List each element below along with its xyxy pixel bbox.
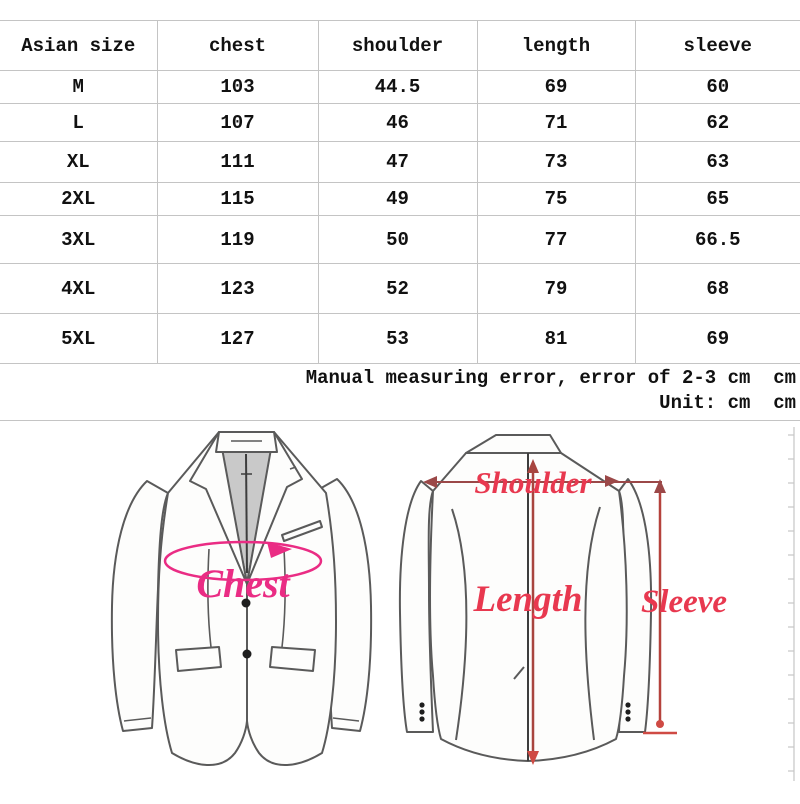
- shoulder-cell: 47: [317, 141, 478, 183]
- chest-cell: 111: [156, 141, 319, 183]
- header-cell-shoulder: shoulder: [317, 20, 478, 71]
- front-dart-left: [207, 548, 212, 648]
- back-left-sleeve: [398, 480, 434, 733]
- front-button-bottom: [242, 649, 252, 659]
- sleeve-cell: 68: [634, 263, 800, 314]
- shoulder-cell: 53: [317, 313, 478, 364]
- sleeve-cell: 66.5: [634, 215, 800, 264]
- length-cell: 69: [476, 70, 636, 104]
- header-cell-sleeve: sleeve: [634, 20, 800, 71]
- size-cell: 2XL: [0, 182, 158, 216]
- header-cell-length: length: [476, 20, 636, 71]
- cuff-buttons: [419, 702, 631, 722]
- length-cell: 79: [476, 263, 636, 314]
- table-row-5xl: 5XL 127 53 81 69: [0, 313, 800, 364]
- sleeve-cell: 63: [634, 141, 800, 183]
- measurement-diagram: Chest: [110, 427, 795, 781]
- front-pocket-left: [175, 646, 222, 672]
- sleeve-cell: 69: [634, 313, 800, 364]
- unit-note: Unit: cm cm: [659, 392, 796, 414]
- shoulder-cell: 44.5: [317, 70, 478, 104]
- length-label: Length: [473, 579, 583, 620]
- front-right-lapel: [246, 431, 303, 585]
- length-cell: 77: [476, 215, 636, 264]
- breast-pocket: [281, 520, 323, 542]
- chest-label: Chest: [196, 561, 291, 606]
- shoulder-cell: 52: [317, 263, 478, 314]
- length-measure: [527, 459, 539, 765]
- front-placket-line: [245, 453, 248, 574]
- table-row-4xl: 4XL 123 52 79 68: [0, 263, 800, 314]
- table-row-2xl: 2XL 115 49 75 65: [0, 182, 800, 216]
- chest-cell: 107: [156, 103, 319, 142]
- notes-cell: Manual measuring error, error of 2-3 cm …: [0, 363, 800, 421]
- back-seam-right: [584, 506, 601, 741]
- front-pocket-right: [269, 646, 316, 672]
- chest-cell: 123: [156, 263, 319, 314]
- jacket-back-illustration: [398, 434, 653, 762]
- length-cell: 75: [476, 182, 636, 216]
- chest-measure: Chest: [163, 540, 323, 606]
- table-row-xl: XL 111 47 73 63: [0, 141, 800, 183]
- size-cell: M: [0, 70, 158, 104]
- size-cell: L: [0, 103, 158, 142]
- table-row-3xl: 3XL 119 50 77 66.5: [0, 215, 800, 264]
- shoulder-label: Shoulder: [474, 465, 592, 500]
- chest-cell: 103: [156, 70, 319, 104]
- jacket-front-illustration: [110, 431, 373, 767]
- size-cell: 3XL: [0, 215, 158, 264]
- chest-cell: 115: [156, 182, 319, 216]
- table-row-m: M 103 44.5 69 60: [0, 70, 800, 104]
- front-button-top: [241, 598, 251, 608]
- header-cell-chest: chest: [156, 20, 319, 71]
- chest-arrowhead-icon: [267, 542, 292, 558]
- sleeve-cell: 60: [634, 70, 800, 104]
- size-cell: 4XL: [0, 263, 158, 314]
- size-cell: XL: [0, 141, 158, 183]
- length-cell: 81: [476, 313, 636, 364]
- back-seam-left: [451, 508, 468, 741]
- header-row: Asian size chest shoulder length sleeve: [0, 20, 800, 71]
- ruler-line: [788, 427, 795, 781]
- length-cell: 71: [476, 103, 636, 142]
- measuring-error-note: Manual measuring error, error of 2-3 cm …: [305, 367, 796, 389]
- back-vent-mark: [513, 666, 525, 680]
- back-collar: [465, 434, 562, 454]
- sleeve-label: Sleeve: [641, 584, 727, 620]
- size-chart-section: Asian size chest shoulder length sleeve …: [0, 20, 800, 421]
- chest-ellipse: [163, 540, 323, 582]
- table-row-l: L 107 46 71 62: [0, 103, 800, 142]
- chest-cell: 119: [156, 215, 319, 264]
- length-cell: 73: [476, 141, 636, 183]
- header-cell-size: Asian size: [0, 20, 158, 71]
- front-dart-right: [281, 548, 286, 648]
- shoulder-cell: 49: [317, 182, 478, 216]
- chest-cell: 127: [156, 313, 319, 364]
- sleeve-measure: [643, 479, 677, 735]
- sleeve-cell: 62: [634, 103, 800, 142]
- sleeve-cell: 65: [634, 182, 800, 216]
- front-collar: [215, 431, 278, 453]
- front-left-lapel: [189, 431, 248, 585]
- shoulder-cell: 46: [317, 103, 478, 142]
- shoulder-measure: [423, 475, 662, 488]
- size-cell: 5XL: [0, 313, 158, 364]
- size-chart-table: Asian size chest shoulder length sleeve …: [0, 20, 800, 421]
- notes-row: Manual measuring error, error of 2-3 cm …: [0, 363, 800, 421]
- shoulder-cell: 50: [317, 215, 478, 264]
